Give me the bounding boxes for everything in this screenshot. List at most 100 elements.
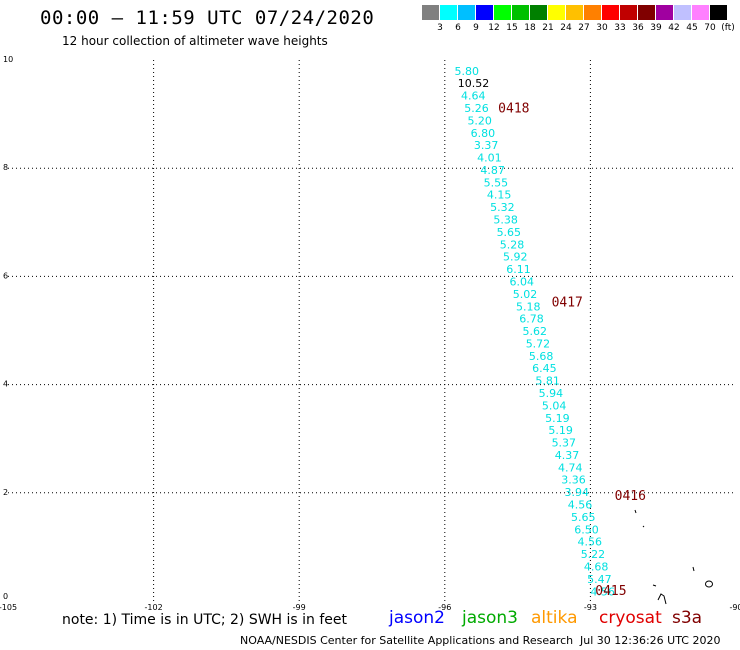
x-tick-label: -105 bbox=[0, 603, 17, 612]
y-tick-label: 8 bbox=[3, 163, 8, 172]
wave-height-value: 5.38 bbox=[493, 214, 518, 227]
wave-height-value: 5.62 bbox=[522, 325, 547, 338]
wave-height-value: 5.81 bbox=[535, 375, 560, 388]
island-mark bbox=[634, 509, 695, 572]
wave-height-value: 5.47 bbox=[587, 573, 612, 586]
time-label: 0415 bbox=[595, 584, 626, 599]
wave-height-value: 6.80 bbox=[471, 127, 496, 140]
legend-swatch bbox=[674, 5, 692, 20]
legend-label: 27 bbox=[578, 23, 590, 33]
legend-swatch bbox=[692, 5, 710, 20]
wave-height-value: 5.22 bbox=[581, 548, 606, 561]
legend-label: 15 bbox=[506, 23, 518, 33]
wave-height-value: 5.72 bbox=[526, 337, 551, 350]
wave-height-value: 6.11 bbox=[506, 263, 530, 276]
footer-timestamp: Jul 30 12:36:26 UTC 2020 bbox=[580, 634, 721, 647]
wave-height-value: 5.18 bbox=[516, 300, 541, 313]
legend-label: 45 bbox=[686, 23, 698, 33]
wave-height-value: 5.26 bbox=[464, 102, 489, 115]
wave-height-value: 4.64 bbox=[461, 90, 486, 103]
time-label: 0416 bbox=[615, 489, 646, 504]
wave-height-value: 5.65 bbox=[571, 511, 596, 524]
wave-height-value: 5.19 bbox=[545, 412, 570, 425]
satellite-label-jason2: jason2 bbox=[389, 608, 445, 628]
x-tick-label: -90 bbox=[729, 603, 740, 612]
legend-swatch bbox=[656, 5, 674, 20]
wave-height-value: 4.56 bbox=[568, 499, 593, 512]
legend-label: 36 bbox=[632, 23, 644, 33]
wave-height-value: 5.02 bbox=[513, 288, 538, 301]
wave-height-value: 6.50 bbox=[574, 523, 599, 536]
legend-swatch bbox=[458, 5, 476, 20]
y-tick-label: 10 bbox=[3, 55, 13, 64]
satellite-label-jason3: jason3 bbox=[462, 608, 518, 628]
legend-swatch bbox=[584, 5, 602, 20]
legend-swatch bbox=[710, 5, 728, 20]
legend-label: 30 bbox=[596, 23, 608, 33]
chart-title: 00:00 – 11:59 UTC 07/24/2020 bbox=[40, 7, 375, 29]
wave-height-value: 5.20 bbox=[467, 114, 492, 127]
time-label: 0418 bbox=[498, 102, 529, 117]
wave-height-value: 6.04 bbox=[510, 275, 535, 288]
x-tick-label: -102 bbox=[145, 603, 163, 612]
legend-swatch bbox=[530, 5, 548, 20]
y-tick-label: 0 bbox=[3, 592, 8, 601]
wave-height-value: 6.45 bbox=[532, 362, 557, 375]
legend-swatch bbox=[422, 5, 440, 20]
legend-label: 3 bbox=[437, 23, 443, 33]
wave-height-value: 5.37 bbox=[552, 437, 577, 450]
legend-label: 42 bbox=[668, 23, 680, 33]
satellite-label-s3a: s3a bbox=[672, 608, 703, 628]
wave-height-value: 5.28 bbox=[500, 238, 525, 251]
wave-height-value: 6.78 bbox=[519, 313, 544, 326]
wave-height-value: 5.80 bbox=[455, 65, 480, 78]
wave-height-value: 5.94 bbox=[539, 387, 564, 400]
wave-height-value: 4.56 bbox=[590, 585, 615, 598]
wave-height-value: 4.37 bbox=[555, 449, 580, 462]
wave-height-value: 4.87 bbox=[480, 164, 505, 177]
legend-swatch bbox=[566, 5, 584, 20]
legend-label: 70 bbox=[704, 23, 716, 33]
wave-height-value: 4.01 bbox=[477, 152, 502, 165]
chart-subtitle: 12 hour collection of altimeter wave hei… bbox=[62, 34, 328, 48]
legend-label: 21 bbox=[542, 23, 554, 33]
legend-label: 18 bbox=[524, 23, 536, 33]
legend-label: 12 bbox=[488, 23, 500, 33]
wave-height-value: 3.37 bbox=[474, 139, 499, 152]
legend-swatch bbox=[620, 5, 638, 20]
legend-label: 24 bbox=[560, 23, 572, 33]
satellite-label-cryosat: cryosat bbox=[599, 608, 662, 628]
color-legend: 3 6 9 12 15 18 21 24 27 30 33 36 39 42 45 70 (ft) bbox=[422, 5, 735, 33]
wave-height-value: 4.74 bbox=[558, 461, 583, 474]
legend-label: (ft) bbox=[721, 23, 735, 33]
wave-height-value: 3.36 bbox=[561, 474, 586, 487]
wave-height-value: 4.68 bbox=[584, 560, 609, 573]
legend-swatch bbox=[494, 5, 512, 20]
wave-height-value: 5.55 bbox=[484, 176, 509, 189]
wave-height-value: 5.04 bbox=[542, 399, 567, 412]
island-mark bbox=[705, 580, 713, 588]
wave-height-value: 5.92 bbox=[503, 251, 528, 264]
footer-note: note: 1) Time is in UTC; 2) SWH is in fe… bbox=[62, 612, 348, 628]
legend-swatch bbox=[548, 5, 566, 20]
legend-swatch bbox=[512, 5, 530, 20]
legend-label: 6 bbox=[455, 23, 461, 33]
x-tick-label: -96 bbox=[438, 603, 451, 612]
time-label: 0417 bbox=[552, 295, 583, 310]
wave-height-value: 5.65 bbox=[497, 226, 521, 239]
y-tick-label: 4 bbox=[3, 380, 8, 389]
x-tick-label: -99 bbox=[293, 603, 306, 612]
y-tick-label: 6 bbox=[3, 271, 8, 280]
legend-label: 33 bbox=[614, 23, 626, 33]
wave-height-value: 4.56 bbox=[577, 536, 602, 549]
legend-swatch bbox=[476, 5, 494, 20]
x-tick-label: -93 bbox=[584, 603, 597, 612]
footer-credit: NOAA/NESDIS Center for Satellite Applica… bbox=[240, 634, 574, 647]
wave-height-value: 5.32 bbox=[490, 201, 515, 214]
wave-height-value: 4.15 bbox=[487, 189, 512, 202]
wave-height-value: 3.94 bbox=[565, 486, 590, 499]
legend-label: 9 bbox=[473, 23, 479, 33]
legend-swatch bbox=[602, 5, 620, 20]
legend-swatch bbox=[440, 5, 458, 20]
wave-height-value: 10.52 bbox=[458, 77, 490, 90]
